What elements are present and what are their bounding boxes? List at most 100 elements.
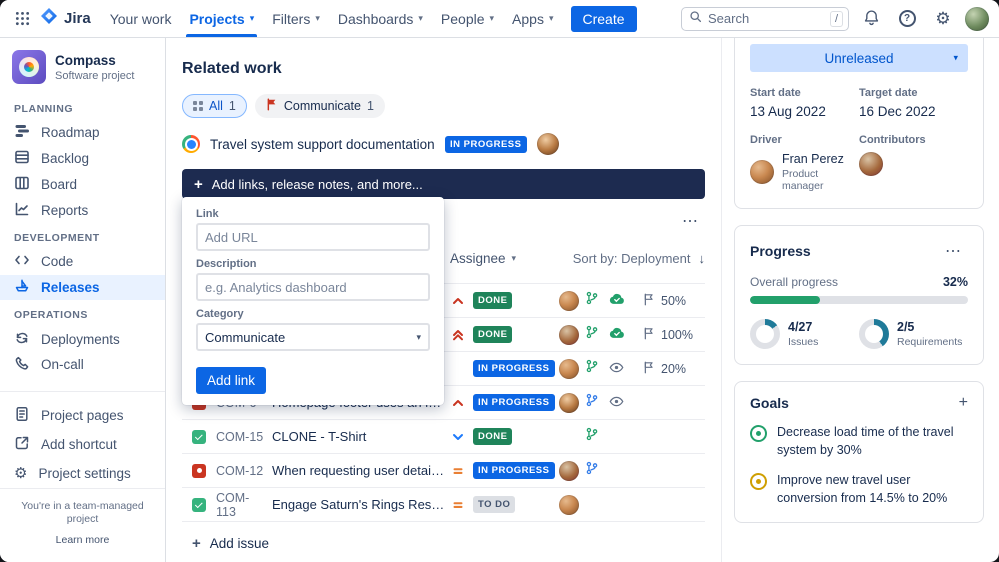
status-badge: DONE: [473, 292, 513, 309]
issue-summary[interactable]: When requesting user details the...: [272, 463, 445, 478]
notifications-button[interactable]: [857, 9, 885, 29]
board-icon: [14, 175, 30, 194]
filter-chip-all[interactable]: All 1: [182, 94, 247, 118]
learn-more-link[interactable]: Learn more: [55, 534, 110, 547]
start-date-label: Start date: [750, 87, 801, 99]
nav-projects[interactable]: Projects ▾: [180, 0, 263, 37]
gear-icon: ⚙: [14, 464, 28, 482]
branch-icon[interactable]: [585, 325, 599, 344]
progress-more-button[interactable]: ⋯: [939, 239, 968, 263]
deployments-icon: [14, 330, 30, 349]
sidebar-item-reports[interactable]: Reports: [0, 197, 165, 223]
project-header[interactable]: Compass Software project: [0, 50, 165, 84]
priority-medium-icon: [451, 498, 467, 512]
sidebar-item-releases[interactable]: Releases: [0, 274, 165, 301]
sidebar-item-backlog[interactable]: Backlog: [0, 146, 165, 172]
add-issue-button[interactable]: + Add issue: [182, 535, 269, 552]
related-work-item[interactable]: Travel system support documentation IN P…: [182, 133, 705, 167]
assignee-avatar[interactable]: [559, 324, 579, 345]
phone-icon: [14, 355, 30, 374]
status-badge: DONE: [473, 326, 513, 343]
assignee-avatar[interactable]: [559, 290, 579, 311]
assignee-avatar[interactable]: [559, 392, 579, 413]
priority-high-icon: [451, 396, 467, 410]
chevron-down-icon: ▾: [953, 52, 958, 63]
nav-filters[interactable]: Filters ▾: [263, 0, 329, 37]
issue-key: COM-12: [216, 463, 264, 478]
issues-label: Issues: [788, 336, 819, 348]
nav-people[interactable]: People ▾: [432, 0, 503, 37]
requirements-count: 2/5: [897, 320, 915, 334]
branch-icon[interactable]: [585, 291, 599, 310]
sidebar-item-project-pages[interactable]: Project pages: [0, 401, 165, 430]
chevron-down-icon: ▾: [315, 13, 320, 23]
link-url-input[interactable]: [196, 223, 430, 251]
sidebar-item-code[interactable]: Code: [0, 249, 165, 275]
release-status-dropdown[interactable]: Unreleased ▾: [750, 44, 968, 72]
watchers-eye-icon[interactable]: [609, 360, 624, 378]
progress-bar: [750, 296, 968, 304]
global-search[interactable]: /: [681, 6, 849, 31]
nav-dashboards[interactable]: Dashboards ▾: [329, 0, 432, 37]
add-shortcut-icon: [14, 435, 30, 454]
overall-progress-fill: [750, 296, 820, 304]
branch-icon[interactable]: [585, 427, 599, 446]
description-input[interactable]: [196, 273, 430, 301]
status-badge: TO DO: [473, 496, 516, 513]
sidebar-item-project-settings[interactable]: ⚙ Project settings: [14, 464, 131, 482]
settings-button[interactable]: ⚙: [929, 10, 957, 27]
assignee-avatar[interactable]: [559, 358, 579, 379]
ship-icon: [14, 278, 30, 297]
driver-avatar[interactable]: [750, 160, 774, 184]
issues-more-button[interactable]: ⋯: [676, 209, 705, 233]
nav-apps[interactable]: Apps ▾: [503, 0, 562, 37]
branch-icon[interactable]: [585, 461, 599, 480]
plus-icon: +: [194, 175, 203, 193]
sort-control[interactable]: Sort by: Deployment ↓: [572, 250, 705, 266]
help-button[interactable]: ?: [893, 10, 921, 27]
deployment-cloud-icon[interactable]: [609, 326, 625, 344]
jira-brand[interactable]: Jira: [36, 0, 101, 37]
goal-item[interactable]: Decrease load time of the travel system …: [750, 424, 968, 459]
issue-summary[interactable]: CLONE - T-Shirt: [272, 429, 367, 444]
flag-icon: [643, 361, 655, 377]
branch-icon[interactable]: [585, 359, 599, 378]
add-links-bar[interactable]: + Add links, release notes, and more...: [182, 169, 705, 199]
sidebar-item-add-shortcut[interactable]: Add shortcut: [0, 430, 165, 459]
sidebar-item-deployments[interactable]: Deployments: [0, 326, 165, 352]
issues-count: 4/27: [788, 320, 813, 334]
app-switcher-icon[interactable]: [8, 0, 36, 37]
chevron-down-icon: ▾: [418, 13, 423, 23]
deployment-cloud-icon[interactable]: [609, 292, 625, 310]
table-row[interactable]: COM-113 Engage Saturn's Rings Resort as …: [182, 488, 705, 522]
table-row[interactable]: COM-15 CLONE - T-Shirt DONE: [182, 420, 705, 454]
goal-item[interactable]: Improve new travel user conversion from …: [750, 472, 968, 507]
add-goal-button[interactable]: +: [958, 394, 968, 411]
issue-summary[interactable]: Engage Saturn's Rings Resort as a...: [272, 497, 445, 512]
sidebar-item-board[interactable]: Board: [0, 171, 165, 197]
nav-your-work[interactable]: Your work: [101, 0, 181, 37]
assignee-filter[interactable]: Assignee ▾: [450, 250, 517, 266]
reports-icon: [14, 201, 30, 220]
sidebar-item-roadmap[interactable]: Roadmap: [0, 120, 165, 146]
branch-icon[interactable]: [585, 393, 599, 412]
add-link-popup: Link Description Category Communicate ▾ …: [182, 197, 444, 405]
table-row[interactable]: COM-12 When requesting user details the.…: [182, 454, 705, 488]
filter-chip-communicate[interactable]: Communicate 1: [254, 94, 385, 118]
watchers-eye-icon[interactable]: [609, 394, 624, 412]
add-link-button[interactable]: Add link: [196, 367, 267, 394]
code-icon: [14, 252, 30, 271]
assignee-avatar[interactable]: [559, 494, 579, 515]
avatar[interactable]: [536, 133, 559, 155]
flag-icon: [643, 327, 655, 343]
contributor-avatar[interactable]: [859, 152, 883, 176]
search-input[interactable]: [708, 11, 824, 26]
progress-percent: 20%: [661, 361, 687, 376]
sidebar-item-oncall[interactable]: On-call: [0, 352, 165, 378]
related-work-link[interactable]: Travel system support documentation: [210, 136, 435, 152]
category-select[interactable]: Communicate ▾: [196, 323, 430, 351]
user-avatar[interactable]: [965, 6, 989, 31]
assignee-avatar[interactable]: [559, 460, 579, 481]
create-button[interactable]: Create: [570, 5, 637, 32]
